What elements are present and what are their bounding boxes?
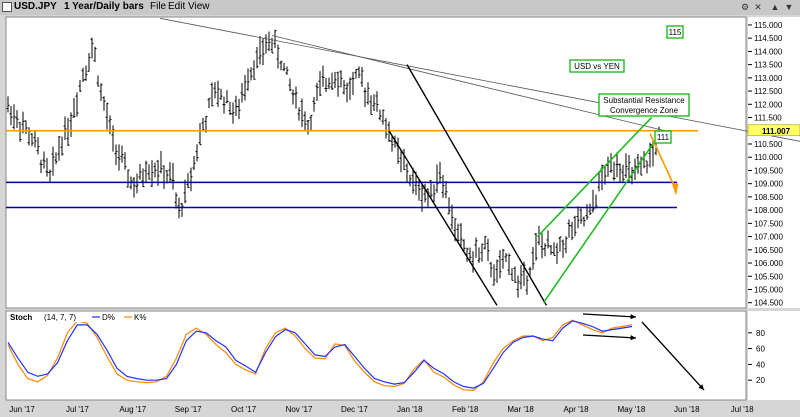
d-legend-label: D%: [102, 313, 115, 322]
price-tick-label: 112.000: [754, 100, 783, 109]
annotation-usd-vs-yen-box: [569, 59, 625, 73]
annotation-115-box: [666, 25, 684, 39]
down-arrow-icon[interactable]: ▼: [784, 2, 794, 12]
title-bar: USD.JPY 1 Year/Daily bars File Edit View…: [0, 0, 800, 15]
stoch-arrow-down: [641, 321, 705, 391]
price-tick-label: 107.000: [754, 233, 783, 242]
month-label: Sep '17: [175, 405, 202, 414]
stoch-arrow-lower-head: [630, 335, 636, 341]
annotation-resistance-text: Convergence Zone: [610, 106, 679, 115]
month-label: Mar '18: [507, 405, 534, 414]
month-label: Oct '17: [231, 405, 257, 414]
stoch-header-bg: [7, 312, 157, 322]
last-price-label: 111.007: [762, 127, 791, 136]
price-bars: [6, 29, 661, 298]
month-label: Jul '18: [731, 405, 754, 414]
green-channel-lower: [542, 130, 663, 304]
month-label: May '18: [618, 405, 646, 414]
month-label: Dec '17: [341, 405, 368, 414]
month-label: Jun '17: [9, 405, 35, 414]
annotation-resistance-text: Substantial Resistance: [603, 96, 685, 105]
price-axis-bg: [748, 17, 800, 308]
price-tick-label: 108.000: [754, 206, 783, 215]
k-legend-label: K%: [134, 313, 146, 322]
annotation-resistance-box: [598, 93, 690, 117]
channel-upper: [406, 64, 548, 306]
trendline-long: [159, 17, 800, 142]
price-tick-label: 109.000: [754, 180, 783, 189]
month-label: Aug '17: [119, 405, 146, 414]
annotation-111-box: [654, 130, 672, 144]
month-label: Feb '18: [452, 405, 479, 414]
price-tick-label: 114.000: [754, 47, 783, 56]
price-tick-label: 106.000: [754, 259, 783, 268]
up-arrow-icon[interactable]: ▲: [770, 2, 780, 12]
menu-view[interactable]: View: [188, 1, 210, 12]
month-label: Nov '17: [286, 405, 313, 414]
projection-arrow: [649, 133, 677, 190]
stoch-tick-label: 80: [756, 329, 765, 338]
stoch-k-line: [7, 319, 633, 392]
price-tick-label: 111.500: [754, 114, 782, 123]
stoch-params: (14, 7, 7): [44, 313, 76, 322]
stoch-panel: [5, 310, 747, 401]
projection-arrowhead: [671, 182, 679, 196]
price-tick-label: 115.000: [754, 21, 783, 30]
price-tick-label: 110.000: [754, 153, 783, 162]
menu-file[interactable]: File: [150, 1, 167, 12]
price-tick-label: 113.500: [754, 61, 783, 70]
month-label: Jul '17: [66, 405, 89, 414]
stoch-tick-label: 60: [756, 345, 765, 354]
chart-icon[interactable]: [2, 2, 12, 12]
channel-lower: [388, 130, 498, 306]
period-label[interactable]: 1 Year/Daily bars: [64, 1, 144, 12]
stoch-tick-label: 20: [756, 376, 765, 385]
gear-icon[interactable]: ⚙: [740, 2, 750, 12]
annotation-115-text: 115: [669, 28, 682, 37]
price-tick-label: 104.500: [754, 299, 783, 308]
price-tick-label: 109.500: [754, 166, 783, 175]
symbol-title: USD.JPY: [14, 1, 57, 12]
stoch-arrow-down-head: [698, 384, 704, 390]
month-label: Jan '18: [397, 405, 423, 414]
stoch-arrow-lower: [582, 334, 637, 339]
price-tick-label: 113.000: [754, 74, 783, 83]
price-tick-label: 107.500: [754, 219, 783, 228]
stoch-axis-bg: [748, 311, 800, 400]
green-channel-upper: [536, 116, 653, 238]
price-tick-label: 105.500: [754, 272, 783, 281]
close-icon[interactable]: ✕: [754, 2, 762, 12]
menu-edit[interactable]: Edit: [168, 1, 186, 12]
annotation-111-text: 111: [657, 133, 670, 142]
price-tick-label: 106.500: [754, 246, 783, 255]
price-tick-label: 110.500: [754, 140, 783, 149]
stoch-d-line: [7, 320, 633, 389]
stoch-arrow-upper-head: [630, 314, 636, 320]
stoch-title: Stoch: [10, 313, 32, 322]
price-tick-label: 112.500: [754, 87, 783, 96]
price-tick-label: 105.000: [754, 285, 783, 294]
last-price-box: [747, 124, 800, 137]
price-tick-label: 114.500: [754, 34, 783, 43]
month-label: Jun '18: [674, 405, 700, 414]
annotation-usd-vs-yen-text: USD vs YEN: [574, 62, 620, 71]
month-label: Apr '18: [563, 405, 589, 414]
stoch-tick-label: 40: [756, 360, 765, 369]
price-tick-label: 108.500: [754, 193, 783, 202]
stoch-arrow-upper: [582, 313, 637, 318]
